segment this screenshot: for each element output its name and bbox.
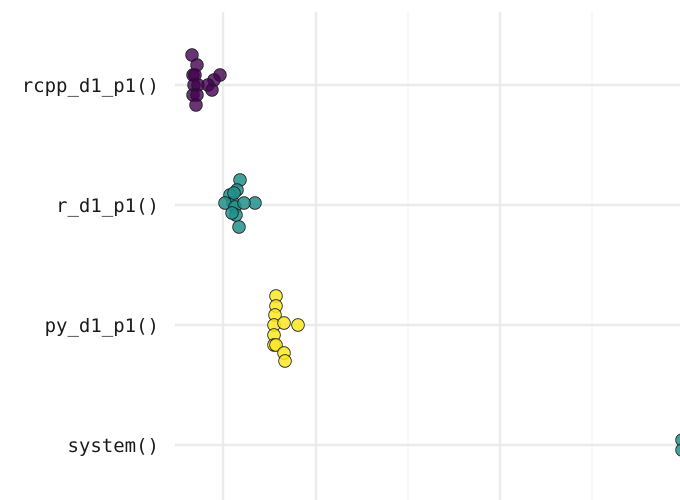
y-tick-label: rcpp_d1_p1() xyxy=(22,75,159,97)
data-point xyxy=(227,186,241,200)
data-point xyxy=(291,318,305,332)
y-tick-label: system() xyxy=(67,435,159,457)
data-point xyxy=(225,206,239,220)
data-point xyxy=(232,220,246,234)
grid-lines xyxy=(175,12,680,500)
data-point xyxy=(237,196,251,210)
data-point xyxy=(189,98,203,112)
data-point xyxy=(675,433,680,447)
category-tick-labels: rcpp_d1_p1() r_d1_p1() py_d1_p1() system() xyxy=(22,75,159,457)
data-point xyxy=(278,354,292,368)
data-points xyxy=(185,48,680,457)
data-point xyxy=(277,316,291,330)
data-point xyxy=(675,443,680,457)
data-point xyxy=(269,338,283,352)
data-point xyxy=(205,83,219,97)
y-tick-label: r_d1_p1() xyxy=(56,195,159,217)
y-tick-label: py_d1_p1() xyxy=(45,315,159,337)
